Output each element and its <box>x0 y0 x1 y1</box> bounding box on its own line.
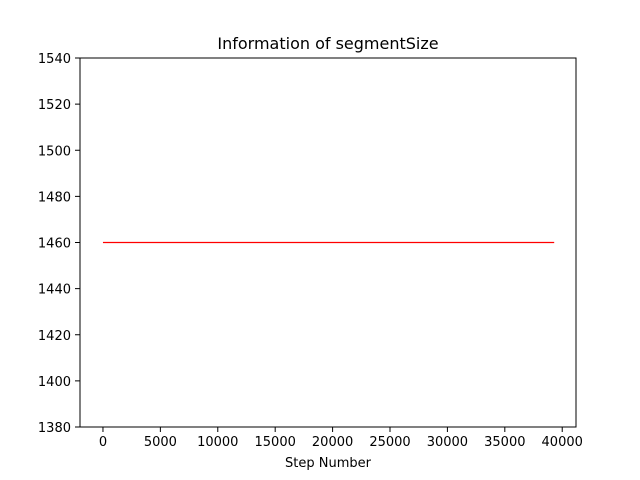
y-tick-label: 1380 <box>38 421 71 436</box>
chart-title: Information of segmentSize <box>217 34 438 53</box>
plot-area-frame <box>79 57 577 428</box>
x-tick-label: 10000 <box>197 435 238 450</box>
y-tick-label: 1500 <box>38 144 71 159</box>
y-tick-label: 1520 <box>38 98 71 113</box>
x-tick-label: 5000 <box>144 435 177 450</box>
y-tick-label: 1440 <box>38 283 71 298</box>
x-tick-label: 15000 <box>255 435 296 450</box>
y-axis: 1380 1400 1420 1440 1460 1480 1500 1520 1540 <box>38 52 80 436</box>
x-tick-label: 35000 <box>484 435 525 450</box>
y-tick-label: 1460 <box>38 237 71 252</box>
x-axis: 0 5000 10000 15000 20000 25000 30000 35000 40000 <box>99 427 583 450</box>
x-tick-label: 0 <box>99 435 107 450</box>
y-tick-label: 1420 <box>38 329 71 344</box>
x-tick-label: 20000 <box>312 435 353 450</box>
y-tick-label: 1400 <box>38 375 71 390</box>
x-tick-label: 25000 <box>369 435 410 450</box>
x-axis-label: Step Number <box>285 456 372 471</box>
y-tick-label: 1480 <box>38 190 71 205</box>
y-tick-label: 1540 <box>38 52 71 67</box>
x-tick-label: 30000 <box>427 435 468 450</box>
x-tick-label: 40000 <box>542 435 583 450</box>
